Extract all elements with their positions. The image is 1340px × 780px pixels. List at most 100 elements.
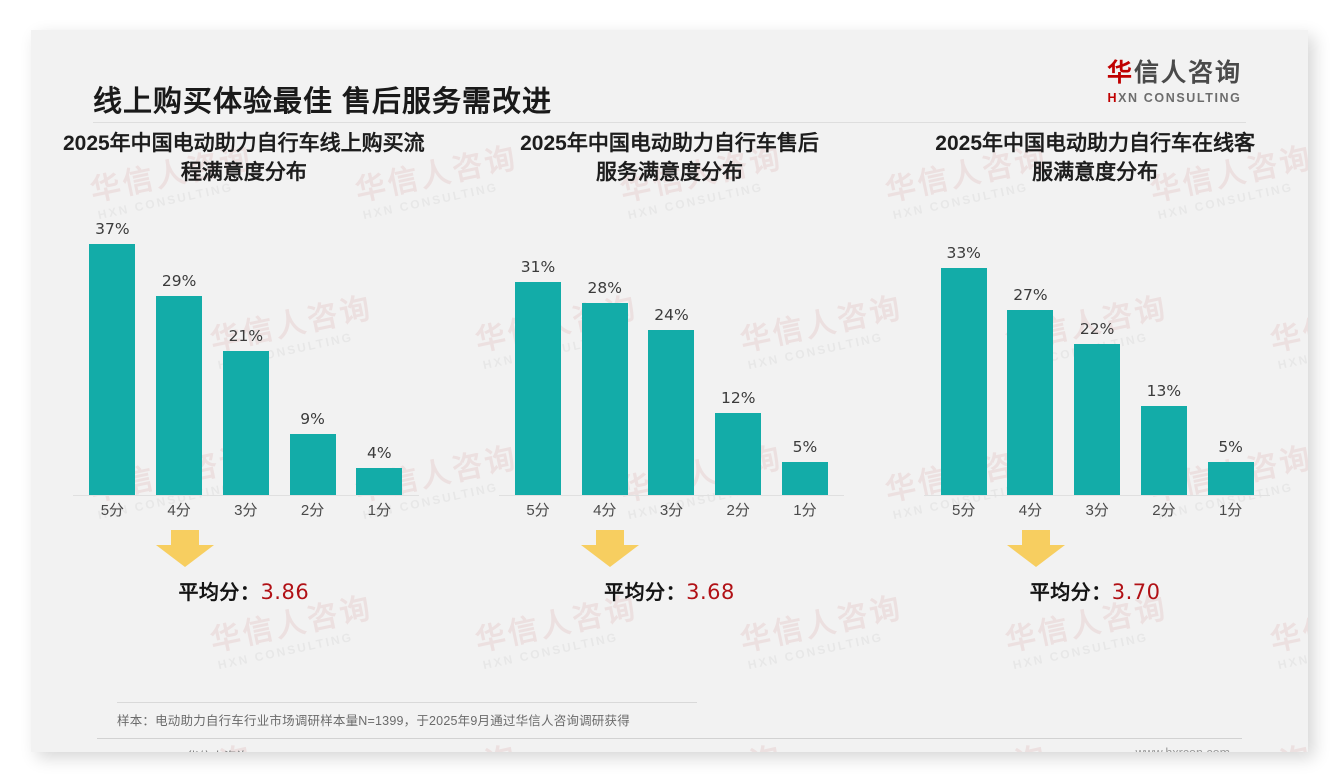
x-tick-label: 3分 [1085, 502, 1109, 519]
bar [781, 461, 828, 496]
slide-card: 华信人咨询 HXN CONSULTING 华信人咨询 HXN CONSULTING 华信… [31, 30, 1308, 752]
slide-header: 线上购买体验最佳 售后服务需改进 华信人咨询 HXN CONSULTING [31, 30, 1308, 124]
average-zone-1: 平均分：3.86 [31, 524, 457, 620]
bar-cell: 31% [505, 220, 572, 496]
average-value-3: 3.70 [1111, 580, 1161, 604]
bar-value-label: 5% [792, 437, 818, 456]
watermark-chinese: 华信人咨询 [618, 741, 786, 752]
logo-english-lead: H [1107, 90, 1119, 105]
average-label-1: 平均分： [178, 582, 261, 604]
x-axis-ticks-2: 5分 4分 3分 2分 1分 [505, 499, 839, 520]
watermark-chinese: 华信人咨询 [883, 741, 1051, 752]
bar-value-label: 28% [587, 278, 622, 297]
bar [581, 302, 628, 496]
down-arrow-icon [581, 530, 640, 567]
x-axis-ticks-3: 5分 4分 3分 2分 1分 [930, 499, 1264, 520]
x-tick-label: 2分 [1152, 502, 1176, 519]
bar-value-label: 31% [520, 258, 556, 277]
bar-cell: 22% [1064, 220, 1131, 496]
chart-title-1-line1: 2025年中国电动助力自行车线上购买流 [62, 132, 425, 155]
x-tick-label: 5分 [952, 502, 976, 519]
bar-cell: 33% [930, 220, 997, 496]
average-score-3: 平均分：3.70 [882, 576, 1308, 605]
x-tick-label: 1分 [793, 502, 817, 519]
average-score-1: 平均分：3.86 [31, 576, 457, 605]
chart-title-1-line2: 程满意度分布 [180, 160, 307, 184]
sample-footnote: 样本：电动助力自行车行业市场调研样本量N=1399，于2025年9月通过华信人咨… [117, 714, 630, 728]
bar [156, 295, 203, 496]
bar-cell: 5% [772, 220, 839, 496]
chart-panel-2: 2025年中国电动助力自行车售后 服务满意度分布 31% 28% 24% 12% 5% … [457, 130, 883, 620]
x-tick-label: 1分 [1218, 502, 1243, 519]
bar-cell: 28% [571, 220, 638, 496]
x-tick-label: 2分 [726, 502, 750, 519]
bar-cell: 9% [279, 220, 346, 496]
footnote-divider [117, 702, 697, 703]
x-tick-label: 4分 [167, 502, 191, 519]
watermark-english: HXN CONSULTING [1011, 629, 1150, 673]
chart-title-2-line1: 2025年中国电动助力自行车售后 [520, 132, 819, 155]
bar-value-label: 27% [1013, 285, 1048, 304]
page-title: 线上购买体验最佳 售后服务需改进 [93, 86, 553, 118]
bar [356, 468, 403, 496]
bar [940, 268, 987, 496]
logo-english: HXN CONSULTING [1107, 91, 1242, 105]
bar [1207, 461, 1254, 496]
down-arrow-icon [1007, 530, 1066, 567]
chart-panel-1: 2025年中国电动助力自行车线上购买流 程满意度分布 37% 29% 21% 9% 4%… [31, 130, 457, 620]
bar-value-label: 29% [161, 271, 197, 290]
x-axis-line-3 [924, 495, 1270, 496]
bar-value-label: 9% [300, 409, 325, 428]
bar-value-label: 37% [95, 220, 130, 238]
x-axis-ticks-1: 5分 4分 3分 2分 1分 [79, 499, 413, 520]
bar-chart-1: 37% 29% 21% 9% 4% 5分 4分 3分 2分 1分 [73, 220, 419, 520]
watermark-english: HXN CONSULTING [216, 629, 355, 673]
bar-chart-3: 33% 27% 22% 13% 5% 5分 4分 3分 2分 1分 [924, 220, 1270, 520]
logo-chinese: 华信人咨询 [1106, 59, 1242, 88]
watermark-english: HXN CONSULTING [746, 629, 885, 673]
bar-cell: 24% [638, 220, 705, 496]
x-tick-label: 4分 [593, 502, 617, 519]
chart-title-3-line1: 2025年中国电动助力自行车在线客 [935, 132, 1255, 155]
bar [1140, 406, 1187, 496]
bar-cell: 27% [997, 220, 1064, 496]
bar [1074, 344, 1121, 496]
bar-value-label: 4% [367, 444, 392, 463]
x-axis-line-2 [498, 495, 845, 496]
bar [89, 244, 136, 496]
bar-cell: 29% [146, 220, 213, 496]
x-tick-label: 3分 [234, 502, 258, 519]
logo-english-rest: XN CONSULTING [1118, 90, 1242, 105]
chart-panel-3: 2025年中国电动助力自行车在线客 服满意度分布 33% 27% 22% 13% 5% … [882, 130, 1308, 620]
bar [222, 351, 269, 496]
bar [515, 282, 562, 496]
brand-logo: 华信人咨询 HXN CONSULTING [1106, 59, 1242, 105]
watermark-chinese: 华信人咨询 [353, 741, 521, 752]
watermark-english: HXN CONSULTING [1276, 630, 1308, 673]
x-tick-label: 5分 [100, 502, 125, 519]
x-tick-label: 3分 [659, 502, 684, 519]
logo-chinese-accent: 华 [1106, 59, 1134, 87]
bar-group-3: 33% 27% 22% 13% 5% [930, 220, 1264, 496]
average-zone-2: 平均分：3.68 [457, 524, 883, 620]
bar-cell: 12% [705, 220, 772, 496]
bar-value-label: 5% [1218, 437, 1243, 456]
average-value-1: 3.86 [260, 580, 310, 604]
average-value-2: 3.68 [686, 580, 735, 604]
bar-cell: 21% [212, 220, 279, 496]
bar-value-label: 22% [1079, 320, 1115, 339]
average-label-3: 平均分： [1029, 582, 1112, 604]
bar-cell: 4% [346, 220, 413, 496]
average-score-2: 平均分：3.68 [457, 576, 883, 605]
bar-chart-2: 31% 28% 24% 12% 5% 5分 4分 3分 2分 1分 [498, 220, 845, 520]
bar [1007, 309, 1054, 496]
website-url[interactable]: www.hxrcon.com [1136, 746, 1230, 752]
chart-title-3: 2025年中国电动助力自行车在线客 服满意度分布 [882, 130, 1308, 194]
bar-group-1: 37% 29% 21% 9% 4% [79, 220, 413, 496]
bar-cell: 5% [1197, 220, 1264, 496]
x-tick-label: 5分 [526, 502, 550, 519]
down-arrow-icon [155, 530, 214, 567]
x-axis-line-1 [73, 495, 419, 496]
bar-value-label: 24% [654, 306, 689, 325]
